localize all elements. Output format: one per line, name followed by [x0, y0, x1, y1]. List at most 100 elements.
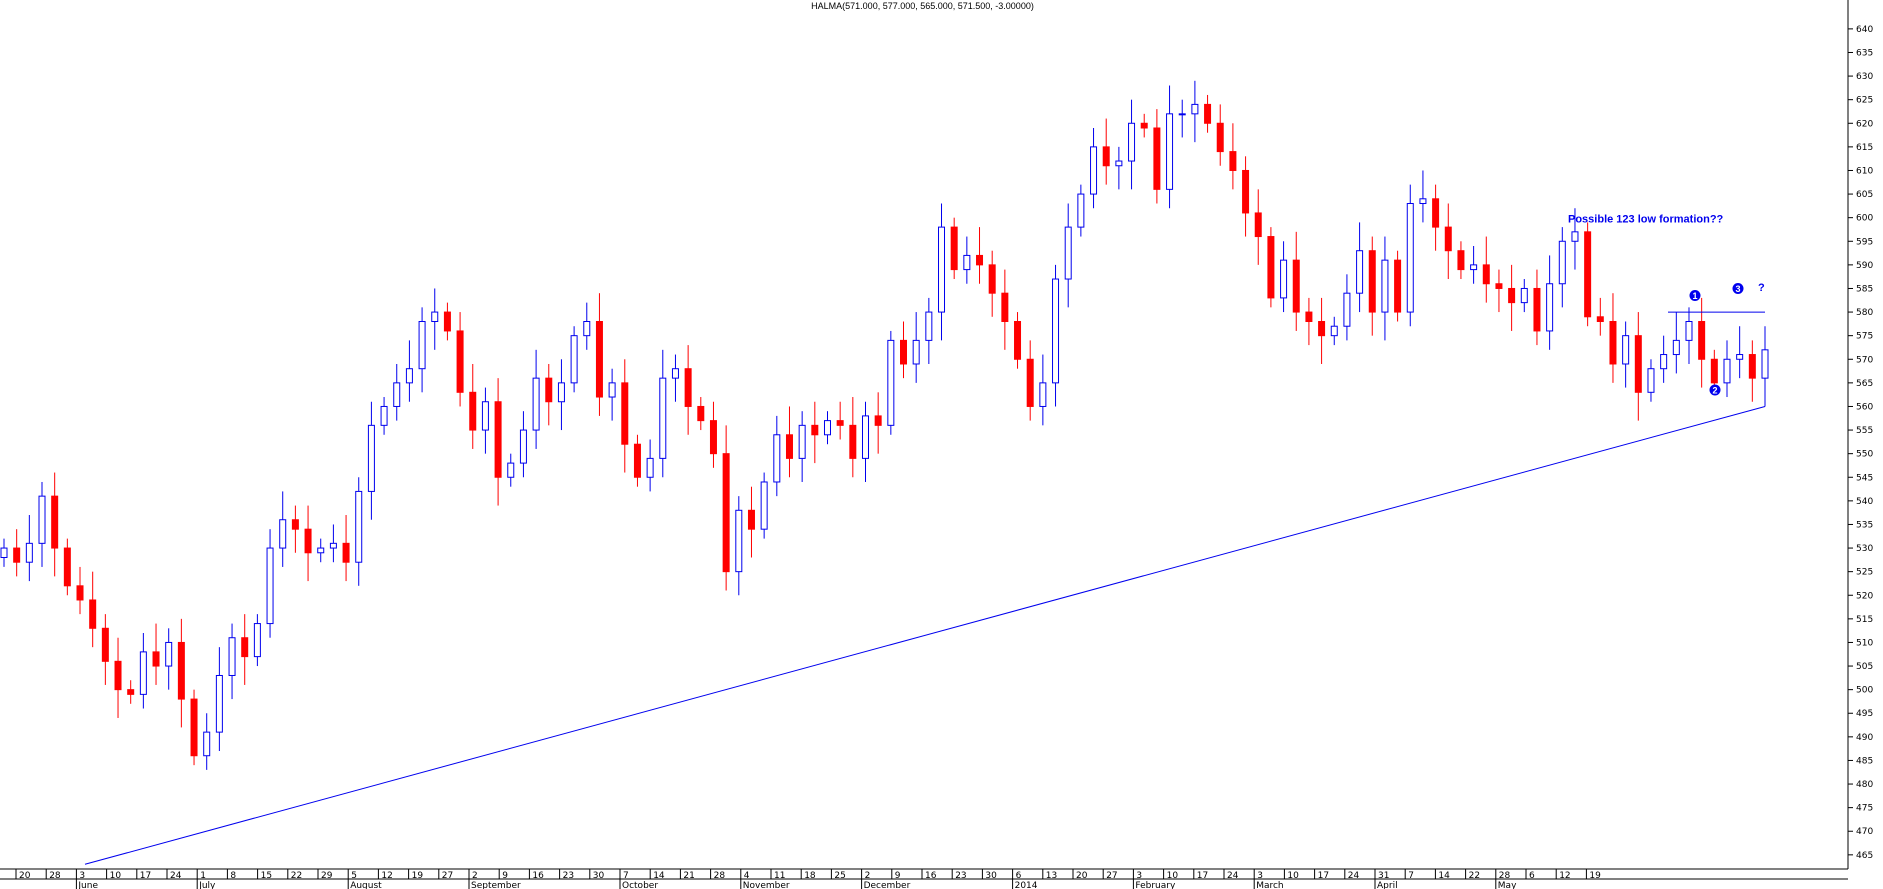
candle-body [709, 420, 717, 455]
candle [266, 529, 274, 638]
candle [1470, 245, 1478, 284]
candle [1318, 297, 1326, 364]
x-month-label: 2014 [1015, 881, 1038, 889]
candle-body [1191, 103, 1199, 115]
x-tick-label: 16 [925, 871, 937, 881]
candle-body [659, 377, 667, 459]
candle-body [1419, 198, 1427, 205]
candle-body [1128, 122, 1136, 162]
candle [1128, 99, 1136, 190]
candle [1432, 184, 1440, 251]
y-tick-label: 615 [1856, 143, 1873, 153]
y-tick-label: 575 [1856, 332, 1873, 342]
candle-body [557, 382, 565, 403]
candle [849, 397, 857, 478]
candle-body [1064, 226, 1072, 280]
candle-body [1318, 321, 1326, 337]
candle-body [1406, 203, 1414, 313]
candle-body [1748, 354, 1756, 379]
y-tick-label: 570 [1856, 355, 1873, 365]
x-tick-label: 10 [1287, 871, 1299, 881]
x-tick-label: 17 [1197, 871, 1208, 881]
x-tick-label: 14 [1438, 871, 1450, 881]
candle-body [633, 443, 641, 478]
candle [1419, 170, 1427, 223]
candle-body [1584, 231, 1592, 318]
candles-group [0, 80, 1769, 770]
candle-body [355, 490, 363, 563]
candle [595, 293, 603, 416]
candle-body [304, 528, 312, 554]
candle-body [811, 424, 819, 436]
candle [1090, 127, 1098, 209]
candle [697, 397, 705, 431]
candle-body [1609, 321, 1617, 365]
candle-body [1672, 339, 1680, 356]
candle [177, 618, 185, 728]
candle [874, 392, 882, 454]
x-tick-label: 4 [744, 871, 750, 881]
x-tick-label: 23 [563, 871, 574, 881]
candle [76, 566, 84, 615]
candle [1748, 340, 1756, 402]
candle [1039, 354, 1047, 426]
candle [1520, 279, 1528, 313]
candle-body [1698, 321, 1706, 360]
candle [1660, 335, 1668, 383]
candle-body [1634, 335, 1642, 393]
x-month-label: September [471, 881, 521, 889]
x-tick-label: 20 [1076, 871, 1088, 881]
candle [228, 623, 236, 700]
candle [1292, 231, 1300, 331]
y-tick-label: 490 [1856, 733, 1873, 743]
candle [355, 477, 363, 586]
candle-body [405, 368, 413, 384]
x-tick-label: 30 [593, 871, 605, 881]
x-tick-label: 13 [1046, 871, 1057, 881]
candle-body [380, 405, 388, 426]
candle-body [1736, 354, 1744, 360]
x-tick-label: 29 [321, 871, 333, 881]
candle-body [1115, 160, 1123, 167]
candle [190, 689, 198, 766]
candle [798, 411, 806, 482]
candle [1077, 184, 1085, 237]
candle [1140, 113, 1148, 138]
candle [735, 496, 743, 596]
question-mark: ? [1758, 282, 1765, 294]
candle [38, 481, 46, 567]
candle [1115, 146, 1123, 190]
x-tick-label: 11 [774, 871, 785, 881]
y-tick-label: 510 [1856, 638, 1873, 648]
candle-body [63, 547, 71, 587]
candle [925, 297, 933, 364]
candle-body [1090, 146, 1098, 195]
candle-body [722, 453, 730, 573]
x-tick-label: 23 [955, 871, 966, 881]
candle [1343, 274, 1351, 341]
candle-body [127, 689, 135, 695]
candle [1533, 269, 1541, 346]
candle [367, 401, 375, 520]
candle [773, 415, 781, 497]
candle [1482, 236, 1490, 303]
y-tick-label: 520 [1856, 591, 1873, 601]
annotations-group: Possible 123 low formation?? 1 2 3? [1568, 213, 1765, 396]
candle [114, 637, 122, 718]
candle-body [760, 481, 768, 530]
x-tick-label: 30 [985, 871, 997, 881]
candle-body [836, 420, 844, 426]
y-tick-label: 635 [1856, 48, 1873, 58]
x-tick-label: 5 [351, 871, 357, 881]
candle [253, 614, 261, 667]
candle-body [988, 264, 996, 294]
y-tick-label: 640 [1856, 25, 1873, 35]
candle [1204, 94, 1212, 133]
candle-body [583, 321, 591, 337]
candle-body [469, 391, 477, 431]
candle-body [1102, 146, 1110, 167]
y-tick-label: 485 [1856, 756, 1873, 766]
y-tick-label: 560 [1856, 402, 1873, 412]
candle-body [1280, 259, 1288, 299]
